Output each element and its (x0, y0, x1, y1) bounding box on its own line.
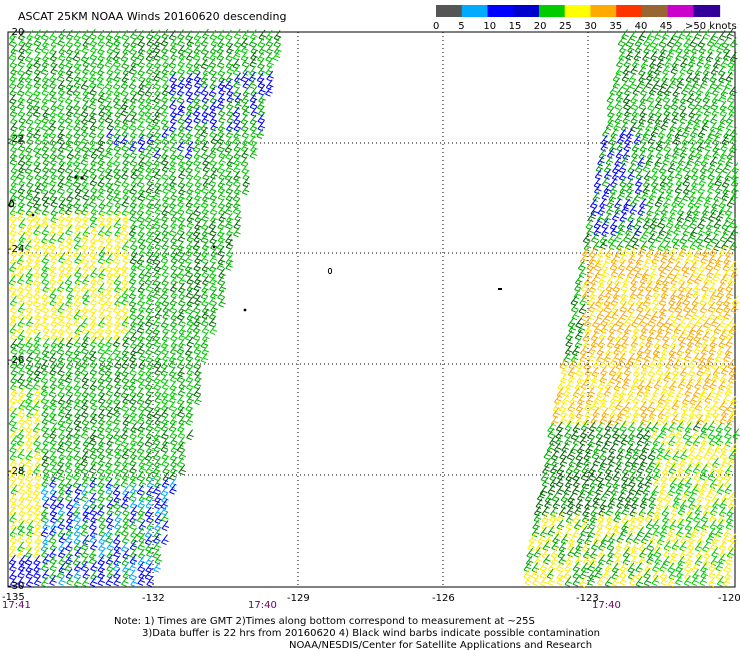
lat-label: -22 (8, 134, 24, 145)
lon-label: -120 (718, 593, 740, 604)
legend-label: 35 (609, 21, 622, 32)
wind-barbs (8, 28, 740, 588)
legend-label: 5 (458, 21, 464, 32)
legend-swatch (667, 5, 695, 17)
legend-label: 40 (635, 21, 648, 32)
legend-label: 15 (509, 21, 522, 32)
legend-swatch (436, 5, 463, 17)
swath-time-end: 17:40 (248, 600, 277, 611)
lat-lon-grid (7, 31, 736, 588)
swath-time-right: 17:40 (592, 600, 621, 611)
note-line-2: 3)Data buffer is 22 hrs from 20160620 4)… (142, 628, 600, 639)
lat-label: -30 (8, 581, 24, 592)
lon-label: -132 (142, 593, 165, 604)
swath-time-start: 17:41 (2, 600, 31, 611)
lat-label: -20 (8, 27, 24, 38)
legend-label: >50 knots (685, 21, 737, 32)
legend-swatch (513, 5, 540, 17)
lat-label: -26 (8, 355, 24, 366)
legend-swatch (693, 5, 721, 17)
note-line-3: NOAA/NESDIS/Center for Satellite Applica… (289, 640, 592, 650)
legend-swatch (461, 5, 489, 17)
legend-label: 10 (483, 21, 496, 32)
speed-legend: 0 5 10 15 20 25 30 35 40 45 >50 knots (433, 5, 737, 32)
lon-label: -123 (576, 593, 599, 604)
plot-frame (7, 31, 736, 588)
legend-swatch (538, 5, 566, 17)
island-markers (8, 175, 502, 312)
legend-swatch (590, 5, 618, 17)
legend-label: 25 (559, 21, 572, 32)
map-title: ASCAT 25KM NOAA Winds 20160620 descendin… (18, 10, 286, 23)
lon-label: -126 (432, 593, 455, 604)
legend-swatch (616, 5, 643, 17)
legend-label: 20 (534, 21, 547, 32)
lat-label: -24 (8, 244, 24, 255)
legend-swatch (641, 5, 669, 17)
lon-label: -129 (287, 593, 310, 604)
legend-label: 30 (584, 21, 597, 32)
note-line-1: Note: 1) Times are GMT 2)Times along bot… (114, 616, 535, 627)
legend-label: 0 (433, 21, 439, 32)
legend-swatch (487, 5, 515, 17)
lat-label: -28 (8, 466, 24, 477)
legend-label: 45 (660, 21, 673, 32)
legend-swatch (564, 5, 592, 17)
lon-label: -135 (2, 592, 25, 603)
